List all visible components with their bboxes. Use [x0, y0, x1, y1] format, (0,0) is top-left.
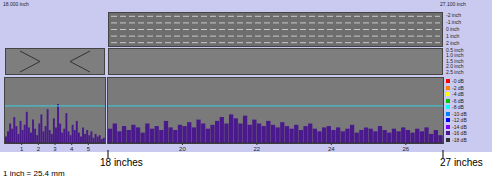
html-text:-16 dB: -16 dB	[452, 130, 467, 136]
html-text:-18 dB: -18 dB	[452, 136, 467, 143]
html-text:0.5 inch: 0.5 inch	[446, 47, 464, 53]
svg-text:24: 24	[328, 146, 335, 151]
html-text:-2 dB: -2 dB	[452, 84, 464, 91]
html-text:18 inches: 18 inches	[100, 157, 143, 168]
html-text:-1 inch: -1 inch	[446, 19, 461, 25]
html-text:2.0 inch: 2.0 inch	[446, 63, 464, 70]
html-text:-12 dB: -12 dB	[452, 117, 467, 123]
svg-text:2: 2	[37, 146, 41, 151]
html-text:-4 dB: -4 dB	[452, 91, 464, 97]
svg-text:4: 4	[70, 146, 74, 151]
svg-text:3: 3	[53, 146, 57, 151]
svg-text:20: 20	[179, 146, 186, 151]
svg-text:26: 26	[402, 146, 409, 151]
svg-text:1: 1	[20, 146, 24, 151]
svg-text:22: 22	[254, 146, 261, 151]
html-text:27.100 inch: 27.100 inch	[440, 1, 466, 7]
html-text:1.0 inch: 1.0 inch	[446, 52, 464, 59]
html-text:1.5 inch: 1.5 inch	[446, 57, 464, 64]
html-text:-0 dB: -0 dB	[452, 78, 464, 84]
html-text:1 inch = 25.4 mm: 1 inch = 25.4 mm	[3, 169, 65, 178]
html-text:2.5 inch: 2.5 inch	[446, 68, 464, 75]
html-text:-6 dB: -6 dB	[452, 97, 464, 104]
html-text:-2 inch: -2 inch	[446, 12, 461, 18]
html-text:27 inches: 27 inches	[440, 157, 483, 168]
html-text:1 inch: 1 inch	[446, 33, 460, 39]
html-text:0 inch: 0 inch	[446, 26, 460, 32]
html-text:18.000 inch: 18.000 inch	[3, 1, 29, 7]
svg-text:5: 5	[87, 146, 91, 151]
html-text:-14 dB: -14 dB	[452, 123, 467, 130]
html-text:-8 dB: -8 dB	[452, 104, 464, 110]
html-text:2 inch: 2 inch	[446, 40, 460, 46]
html-text:-10 dB: -10 dB	[452, 110, 467, 117]
